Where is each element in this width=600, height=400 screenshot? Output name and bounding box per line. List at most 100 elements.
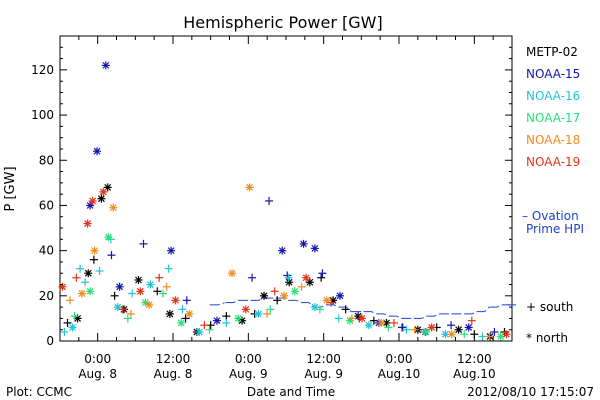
south-point-metp-02: [63, 318, 72, 327]
marker-stroke: [365, 321, 373, 329]
marker-stroke: [136, 287, 144, 295]
south-point-metp-02: [153, 287, 162, 296]
north-point-noaa-19: [58, 282, 67, 291]
north-point-noaa-16: [68, 323, 77, 332]
marker-stroke: [422, 328, 430, 336]
south-point-noaa-16: [178, 305, 187, 314]
north-point-noaa-18: [228, 269, 237, 278]
south-point-metp-02: [317, 273, 326, 282]
legend-noaa-18: NOAA-18: [526, 133, 580, 147]
marker-stroke: [91, 247, 98, 255]
north-point-noaa-18: [280, 291, 289, 300]
south-point-noaa-19: [155, 273, 164, 282]
marker-stroke: [146, 281, 154, 288]
south-point-noaa-18: [485, 332, 494, 341]
x-axis-label: Date and Time: [247, 385, 335, 399]
south-point-noaa-16: [81, 278, 90, 287]
marker-stroke: [89, 197, 97, 205]
marker-stroke: [377, 319, 385, 327]
ovation-hpi-link: [308, 302, 314, 308]
y-tick-label: 40: [39, 244, 54, 258]
north-point-noaa-17: [104, 233, 113, 242]
y-tick-label: 80: [39, 153, 54, 167]
marker-stroke: [98, 195, 105, 203]
south-point-noaa-17: [123, 314, 132, 323]
south-point-noaa-18: [162, 282, 171, 291]
south-point-noaa-15: [248, 273, 257, 282]
south-point-noaa-16: [60, 327, 69, 336]
x-tick-label-date: Aug. 8: [78, 367, 117, 381]
footer-left: Plot: CCMC: [6, 385, 72, 399]
x-tick-label-time: 12:00: [457, 352, 492, 366]
marker-stroke: [260, 292, 268, 300]
north-point-noaa-17: [177, 318, 186, 327]
south-point-noaa-16: [334, 314, 343, 323]
marker-stroke: [285, 278, 293, 286]
data-points-layer: [58, 61, 511, 341]
north-point-noaa-19: [502, 330, 511, 339]
ovation-hpi-link: [346, 306, 352, 312]
ovation-hpi-link: [333, 304, 339, 308]
x-tick-label-date: Aug.10: [378, 367, 421, 381]
legend-noaa-16: NOAA-16: [526, 89, 580, 103]
marker-stroke: [166, 310, 174, 318]
north-point-noaa-15: [464, 323, 473, 332]
north-point-noaa-15: [278, 246, 287, 255]
x-tick-label-time: 0:00: [84, 352, 111, 366]
marker-stroke: [311, 244, 319, 252]
north-point-noaa-15: [310, 244, 319, 253]
north-point-metp-02: [382, 318, 391, 327]
x-tick-label-time: 12:00: [306, 352, 341, 366]
north-point-noaa-19: [99, 187, 108, 196]
north-point-noaa-19: [136, 287, 145, 296]
south-point-noaa-18: [66, 296, 75, 305]
marker-stroke: [135, 276, 142, 284]
x-tick-label-date: Aug. 9: [229, 367, 268, 381]
north-point-noaa-15: [101, 61, 110, 70]
x-tick-label-date: Aug. 9: [304, 367, 343, 381]
south-point-noaa-19: [118, 305, 127, 314]
south-point-metp-02: [222, 312, 231, 321]
marker-stroke: [358, 314, 366, 322]
legend-ovation-line2: Prime HPI: [526, 222, 584, 236]
x-tick-label-date: Aug.10: [453, 367, 496, 381]
north-point-noaa-16: [364, 321, 373, 330]
south-point-noaa-15: [265, 196, 274, 205]
legend-noaa-15: NOAA-15: [526, 67, 580, 81]
south-point-noaa-15: [447, 321, 456, 330]
south-point-noaa-19: [327, 298, 336, 307]
y-tick-label: 60: [39, 198, 54, 212]
south-point-noaa-18: [297, 282, 306, 291]
south-point-noaa-19: [467, 316, 476, 325]
marker-stroke: [383, 319, 390, 327]
marker-stroke: [336, 292, 344, 300]
marker-stroke: [145, 301, 153, 309]
south-point-noaa-18: [263, 309, 272, 318]
north-point-noaa-19: [302, 273, 311, 282]
marker-stroke: [141, 299, 149, 307]
south-point-metp-02: [181, 314, 190, 323]
north-point-metp-02: [165, 309, 174, 318]
north-point-noaa-19: [83, 219, 92, 228]
north-point-metp-02: [454, 325, 463, 334]
north-point-metp-02: [84, 269, 93, 278]
south-point-noaa-18: [126, 309, 135, 318]
north-point-noaa-18: [109, 203, 118, 212]
marker-stroke: [109, 204, 117, 212]
south-point-noaa-16: [164, 264, 173, 273]
footer-right: 2012/08/10 17:15:07: [467, 385, 594, 399]
marker-stroke: [306, 278, 314, 286]
north-point-noaa-15: [212, 316, 221, 325]
north-point-noaa-18: [77, 289, 86, 298]
south-point-noaa-16: [76, 264, 85, 273]
x-tick-label-time: 0:00: [235, 352, 262, 366]
north-point-noaa-16: [146, 280, 155, 289]
legend: METP-02 NOAA-15 NOAA-16 NOAA-17 NOAA-18 NOAA-…: [522, 45, 584, 345]
south-point-noaa-18: [347, 314, 356, 323]
south-point-metp-02: [273, 296, 282, 305]
ovation-hpi-link: [233, 299, 239, 304]
south-point-metp-02: [89, 255, 98, 264]
north-point-noaa-18: [447, 330, 456, 339]
north-point-noaa-16: [195, 327, 204, 336]
north-point-noaa-17: [86, 287, 95, 296]
